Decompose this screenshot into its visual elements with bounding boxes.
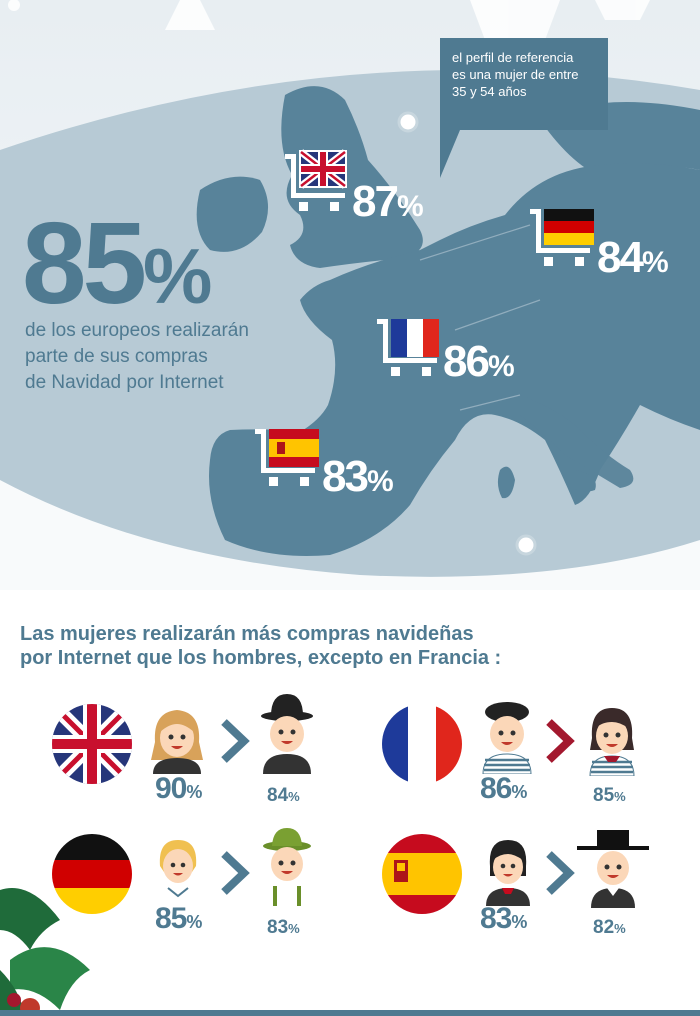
callout-line: 35 y 54 años [452, 84, 527, 99]
headline-percent-symbol: % [143, 232, 212, 320]
shopping-cart-icon [285, 149, 348, 211]
germany-women-percent: 85% [155, 902, 202, 935]
headline-percent: 85% [22, 205, 212, 321]
france-women-percent-number: 85 [593, 785, 615, 806]
headline-text: de los europeos realizarán parte de sus … [25, 318, 315, 396]
spain-women-percent: 83% [480, 902, 527, 935]
uk-men-percent: 84% [267, 786, 300, 805]
germany-percent-symbol: % [641, 246, 669, 279]
comparison-france: 86% 85% [380, 690, 670, 810]
germany-percent-number: 84 [597, 233, 644, 282]
spain-percent-number: 83 [322, 452, 369, 501]
headline-percent-number: 85 [22, 198, 147, 328]
france-flag-icon [391, 319, 439, 357]
uk-percent: 87% [352, 177, 424, 226]
spain-men-percent: 82% [593, 918, 626, 937]
callout-line: es una mujer de entre [452, 67, 579, 82]
uk-percent-number: 87 [352, 177, 399, 226]
uk-men-percent-symbol: % [288, 789, 300, 804]
holly-decoration-icon [0, 888, 90, 1016]
shopping-cart-icon [377, 319, 439, 376]
headline-line: parte de sus compras [25, 346, 208, 367]
germany-flag-icon [52, 834, 132, 914]
bottom-border [0, 1010, 700, 1016]
france-men-percent: 86% [480, 772, 527, 805]
woman-striped-shirt-icon [589, 708, 635, 776]
france-women-percent: 85% [593, 786, 626, 805]
man-cordobes-hat-icon [577, 830, 649, 908]
spain-women-percent-symbol: % [511, 912, 527, 932]
germany-men-percent-number: 83 [267, 917, 289, 938]
france-men-percent-symbol: % [511, 782, 527, 802]
france-percent-symbol: % [487, 350, 515, 383]
greater-than-arrow-icon [546, 719, 575, 763]
germany-percent: 84% [597, 233, 669, 282]
spain-percent-symbol: % [366, 465, 394, 498]
comparison-germany: 85% 83% [50, 822, 320, 942]
tree-decoration-icon [8, 0, 650, 40]
spain-men-percent-number: 82 [593, 917, 615, 938]
comparison-spain: 83% 82% [380, 822, 670, 942]
map-section: 85% de los europeos realizarán parte de … [0, 0, 700, 590]
germany-women-percent-number: 85 [155, 902, 187, 935]
shopping-cart-icon [530, 209, 594, 266]
callout-line: el perfil de referencia [452, 50, 574, 65]
uk-percent-symbol: % [396, 190, 424, 223]
germany-flag-icon [544, 209, 594, 245]
man-tyrolean-hat-icon [263, 828, 311, 906]
man-bowler-hat-icon [261, 694, 313, 774]
france-men-percent-number: 86 [480, 772, 512, 805]
france-flag-icon [382, 704, 462, 784]
spain-percent: 83% [322, 452, 394, 501]
uk-women-percent: 90% [155, 772, 202, 805]
comparison-uk: 90% 84% [50, 690, 320, 810]
uk-women-percent-symbol: % [186, 782, 202, 802]
section-title-line: por Internet que los hombres, excepto en… [20, 647, 502, 669]
spain-flag-icon [382, 834, 462, 914]
germany-men-percent: 83% [267, 918, 300, 937]
uk-women-percent-number: 90 [155, 772, 187, 805]
reference-profile-callout: el perfil de referencia es una mujer de … [440, 38, 608, 130]
spain-men-percent-symbol: % [614, 921, 626, 936]
headline-line: de los europeos realizarán [25, 320, 249, 341]
spain-flag-icon [269, 429, 319, 467]
france-percent: 86% [443, 337, 515, 386]
greater-than-arrow-icon [546, 851, 575, 895]
shopping-cart-icon [255, 429, 319, 486]
woman-blonde-avatar-icon [156, 840, 200, 904]
greater-than-arrow-icon [221, 719, 250, 763]
callout-tail [440, 130, 460, 178]
uk-flag-icon [298, 149, 348, 189]
spain-women-percent-number: 83 [480, 902, 512, 935]
section-title: Las mujeres realizarán más compras navid… [20, 622, 680, 670]
headline-line: de Navidad por Internet [25, 372, 224, 393]
uk-men-percent-number: 84 [267, 785, 289, 806]
france-percent-number: 86 [443, 337, 490, 386]
uk-flag-icon [52, 704, 132, 784]
germany-men-percent-symbol: % [288, 921, 300, 936]
woman-dark-hair-icon [486, 840, 530, 906]
section-title-line: Las mujeres realizarán más compras navid… [20, 623, 474, 645]
greater-than-arrow-icon [221, 851, 250, 895]
germany-women-percent-symbol: % [186, 912, 202, 932]
france-women-percent-symbol: % [614, 789, 626, 804]
man-beret-icon [482, 702, 532, 774]
woman-avatar-icon [151, 710, 203, 774]
